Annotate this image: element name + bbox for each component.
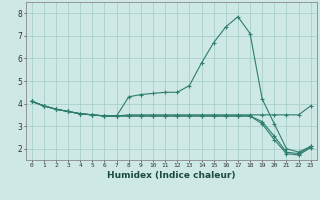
X-axis label: Humidex (Indice chaleur): Humidex (Indice chaleur)	[107, 171, 236, 180]
